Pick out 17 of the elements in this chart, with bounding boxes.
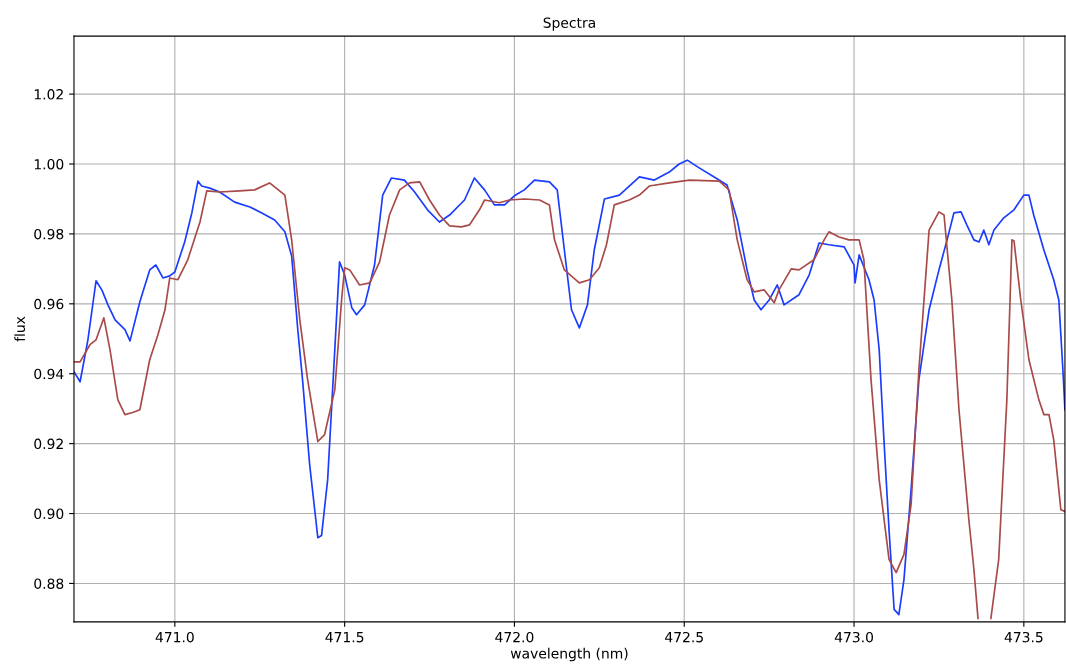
y-axis-title: flux <box>14 316 26 342</box>
y-tick-label: 1.02 <box>34 89 63 100</box>
x-tick-label: 471.0 <box>155 631 194 643</box>
y-tick-label: 0.92 <box>34 438 63 450</box>
x-tick-label: 471.5 <box>325 632 364 643</box>
y-tick-label: 0.90 <box>34 508 64 520</box>
y-tick-label: 0.96 <box>34 298 64 310</box>
x-tick-label: 473.5 <box>1004 631 1043 643</box>
x-tick-label: 473.0 <box>834 631 873 643</box>
y-tick-label: 1.00 <box>34 158 64 170</box>
chart-title: Spectra <box>543 17 595 31</box>
y-tick-label: 0.88 <box>34 578 64 589</box>
x-axis-title: wavelength (nm) <box>510 647 628 662</box>
y-tick-label: 0.94 <box>34 368 64 380</box>
y-tick-label: 0.98 <box>34 228 64 240</box>
x-tick-label: 472.5 <box>665 631 703 643</box>
x-tick-label: 472.0 <box>495 631 534 643</box>
